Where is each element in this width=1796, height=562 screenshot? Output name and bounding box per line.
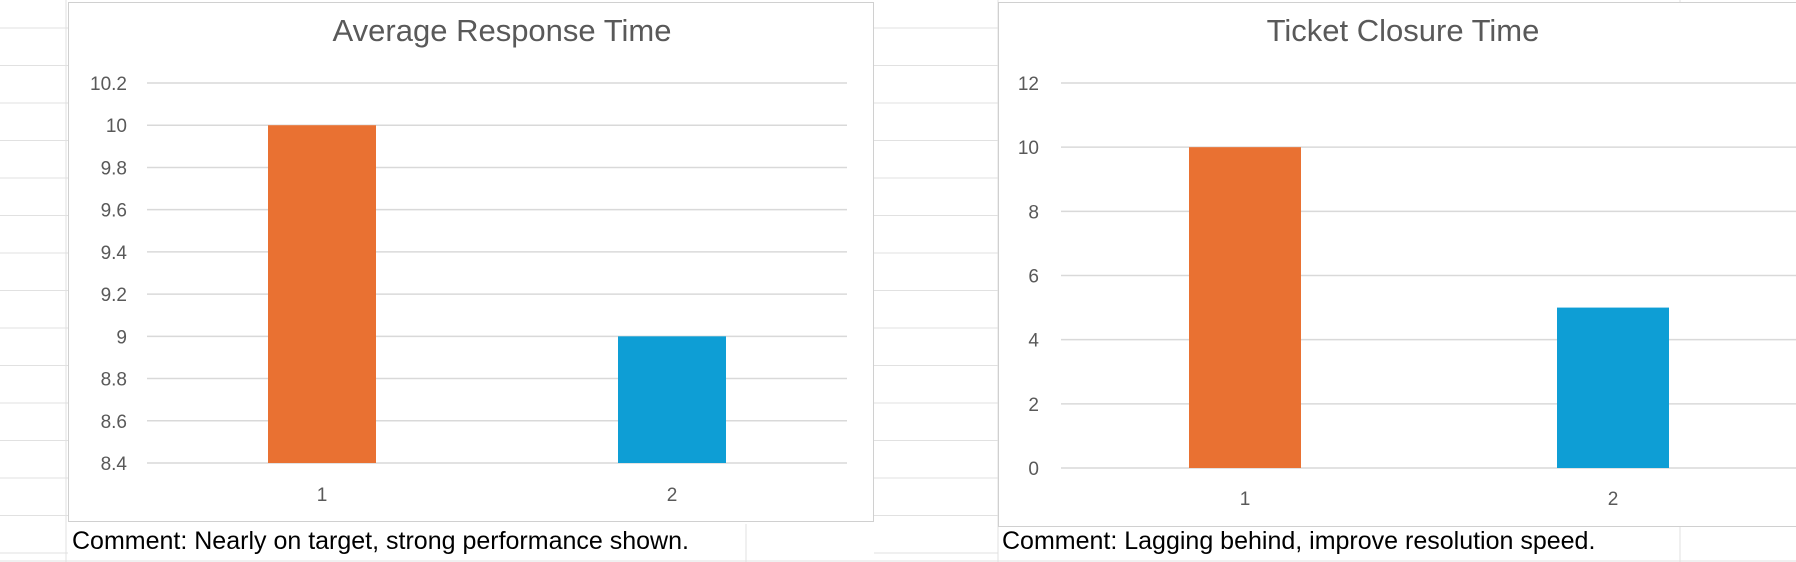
chart-ticket-closure-time[interactable]: Ticket Closure Time 0 2 4 6 8 10 12 1 2: [998, 2, 1796, 527]
x-tick-label: 1: [317, 485, 328, 506]
bar-2[interactable]: [1557, 307, 1669, 468]
y-tick-label: 8: [1028, 202, 1039, 223]
bar-2[interactable]: [618, 336, 726, 463]
y-tick-label: 10: [106, 116, 127, 137]
chart-title: Ticket Closure Time: [1267, 13, 1540, 48]
comment-cell-2[interactable]: Comment: Lagging behind, improve resolut…: [1002, 527, 1596, 555]
y-tick-label: 8.8: [101, 370, 127, 391]
y-tick-label: 2: [1028, 395, 1039, 416]
y-tick-label: 10.2: [90, 74, 127, 95]
y-tick-label: 12: [1018, 74, 1039, 95]
y-tick-label: 9.8: [101, 158, 127, 179]
y-tick-label: 9.4: [101, 243, 128, 264]
y-tick-label: 8.4: [101, 454, 128, 475]
y-tick-label: 8.6: [101, 412, 127, 433]
y-tick-label: 9.2: [101, 285, 127, 306]
chart-average-response-time[interactable]: Average Response Time 8.4 8.6 8.8 9 9.2 9.4 9.6…: [68, 2, 874, 522]
chart-svg-1: Average Response Time 8.4 8.6 8.8 9 9.2 9.4 9.6…: [90, 13, 847, 506]
bar-1[interactable]: [1189, 147, 1301, 468]
chart-title: Average Response Time: [333, 13, 672, 48]
y-tick-label: 9: [116, 327, 127, 348]
y-tick-label: 6: [1028, 267, 1039, 288]
y-tick-label: 10: [1018, 138, 1039, 159]
x-tick-label: 2: [667, 485, 678, 506]
comment-cell-1[interactable]: Comment: Nearly on target, strong perfor…: [72, 527, 689, 555]
y-tick-label: 9.6: [101, 201, 127, 222]
bar-1[interactable]: [268, 125, 376, 463]
x-tick-label: 2: [1608, 489, 1619, 510]
y-tick-label: 0: [1028, 459, 1039, 480]
y-tick-label: 4: [1028, 331, 1039, 352]
x-tick-label: 1: [1240, 489, 1251, 510]
